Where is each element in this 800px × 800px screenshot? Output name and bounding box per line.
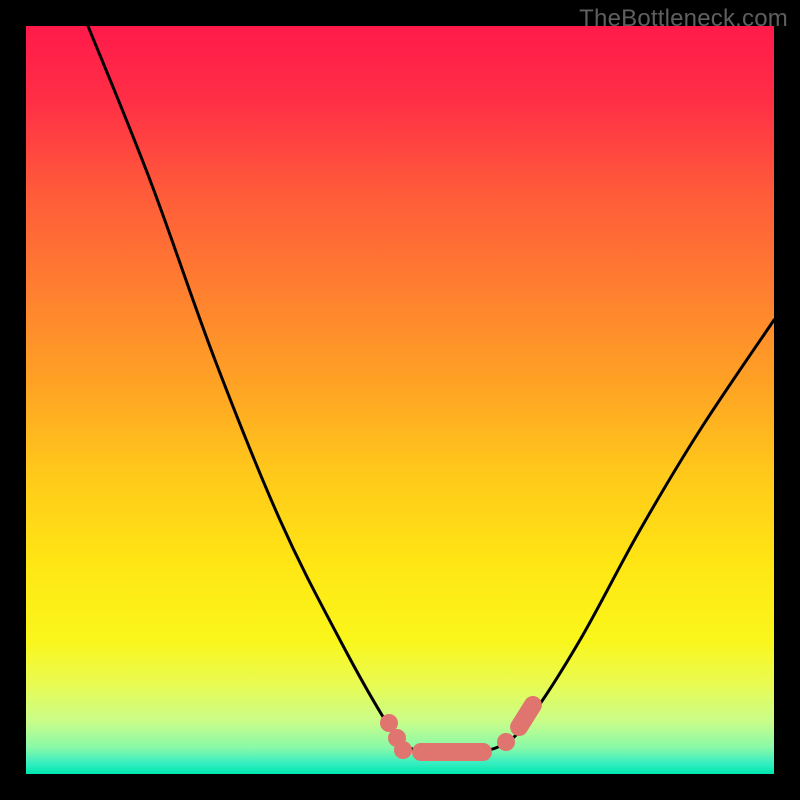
plot-area (26, 26, 774, 774)
marker-dot (497, 733, 515, 751)
watermark-text: TheBottleneck.com (579, 5, 788, 33)
marker-pill (507, 693, 546, 740)
markers-layer (0, 0, 800, 800)
marker-dot (394, 741, 412, 759)
marker-pill (412, 743, 492, 761)
